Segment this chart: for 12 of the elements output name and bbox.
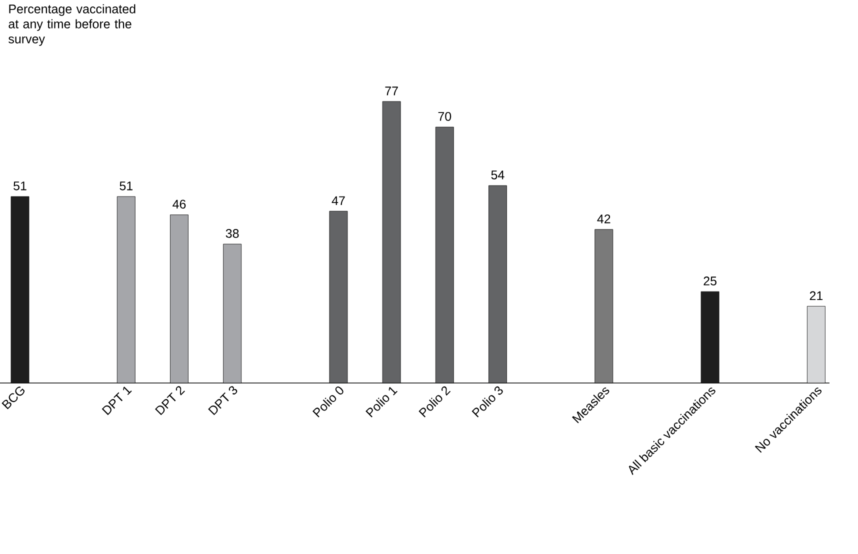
data-label: 70 (438, 112, 452, 121)
data-label: 38 (226, 229, 239, 238)
data-label: 21 (810, 291, 823, 300)
data-label: 47 (332, 196, 345, 205)
text: Percentage vaccinated at any time before the survey (8, 4, 136, 46)
data-label: 51 (14, 182, 26, 190)
data-label: 51 (120, 182, 132, 190)
data-label: 25 (704, 276, 716, 286)
data-label: 77 (385, 86, 398, 96)
data-label: 54 (491, 170, 504, 180)
data-label: 42 (597, 214, 610, 224)
data-label: 46 (172, 200, 186, 209)
